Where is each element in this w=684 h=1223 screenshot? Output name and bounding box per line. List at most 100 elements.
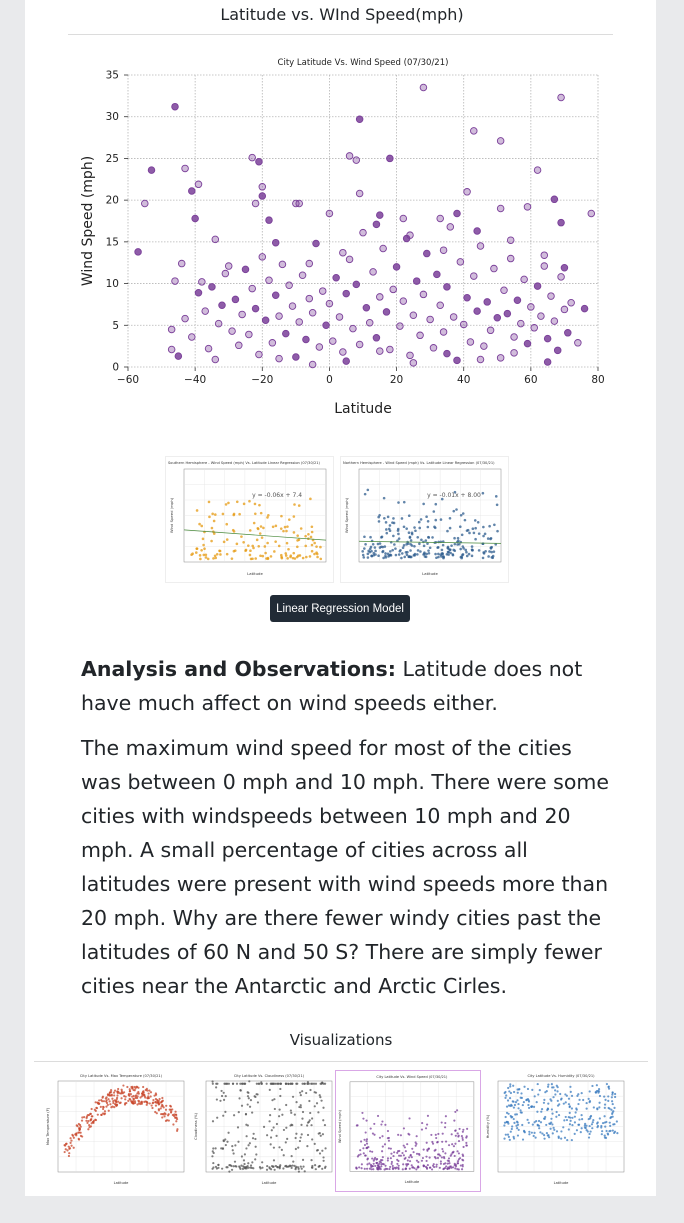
data-point [382,308,391,316]
thumb-point [549,1122,552,1125]
thumb-point [249,1164,253,1167]
data-point [201,307,209,315]
thumb-point [408,1156,411,1159]
thumb-point [123,1091,126,1094]
thumb-point [505,1094,508,1097]
thumb-point [292,531,296,534]
thumb-point [262,1125,266,1128]
thumb-point [598,1117,601,1120]
thumb-point [116,1090,119,1093]
thumb-point [370,549,373,553]
thumb-point [124,1098,127,1101]
humidity-thumbnail[interactable]: City Latitude Vs. Humidity (07/30/21) Lat… [484,1070,630,1192]
data-point [463,294,471,302]
thumb-point [539,1131,542,1134]
thumb-point [284,1082,288,1085]
thumb-point [289,1082,293,1085]
thumb-point [271,1165,275,1168]
thumb-point [559,1098,563,1101]
thumb-point [383,516,386,520]
thumb-point [304,534,307,538]
thumb-point [605,1082,609,1086]
thumb-point [474,526,477,530]
thumb-point [282,1128,286,1132]
thumb-point [175,1113,178,1117]
thumb-point [512,1117,515,1121]
thumb-point [266,1134,269,1137]
thumb-point [300,1123,303,1126]
thumb-point [280,1148,283,1151]
thumb-point [444,1152,447,1155]
thumb-point [164,1119,168,1122]
thumb-point [516,1127,519,1130]
thumb-point [535,1101,538,1104]
data-point [486,326,495,335]
thumb-point [286,525,289,528]
thumb-point [198,554,202,557]
linear-regression-model-button[interactable]: Linear Regression Model [270,595,410,622]
thumb-point [536,1123,539,1126]
thumb-point [200,548,203,552]
thumb-point [159,1107,162,1110]
thumb-title: City Latitude Vs. Max Temperature (07/30… [80,1074,163,1078]
thumb-point [278,1165,281,1168]
thumb-point [508,1097,512,1100]
thumb-point [243,1166,247,1170]
northern-hemisphere-regression-chart[interactable]: Northern Hemisphere - Wind Speed (mph) V… [340,456,509,583]
thumb-point [596,1107,599,1110]
thumb-point [282,1154,285,1157]
thumb-point [433,1155,437,1159]
thumb-point [614,1092,617,1096]
thumb-point [504,1115,507,1119]
thumb-point [607,1106,610,1110]
southern-hemisphere-regression-chart[interactable]: Southern Hemisphere - Wind Speed (mph) V… [165,456,334,583]
thumb-point [567,1097,571,1100]
thumb-point [88,1124,91,1127]
thumb-point [227,1082,231,1085]
thumb-point [441,1132,444,1135]
thumb-point [293,1113,296,1116]
thumb-point [362,556,366,559]
thumb-point [440,1156,443,1159]
thumb-point [286,1137,289,1140]
thumb-point [235,1082,239,1085]
cloudiness-thumbnail[interactable]: City Latitude Vs. Cloudiness (07/30/21) L… [192,1070,338,1192]
thumb-point [309,535,313,539]
thumb-point [311,1138,314,1141]
thumb-point [234,1144,237,1147]
thumb-point [571,1116,574,1119]
thumb-x-label: Latitude [262,1181,278,1185]
thumb-point [432,1163,435,1166]
x-axis-label: Latitude [334,401,392,417]
thumb-point [394,547,397,550]
thumb-point [175,1120,178,1123]
thumb-point [454,1110,457,1113]
thumb-point [597,1088,601,1091]
thumb-point [221,1147,224,1150]
thumb-point [266,516,269,519]
thumb-point [516,1134,520,1137]
data-point [325,299,334,308]
thumb-point [381,545,385,549]
thumb-point [426,1148,429,1151]
thumb-point [437,540,440,544]
thumb-point [510,1116,513,1119]
thumb-point [301,1158,305,1161]
data-point [258,253,267,261]
thumb-point [120,1088,123,1091]
thumb-point [225,522,229,526]
thumb-point [527,1106,531,1110]
thumb-point [385,528,388,531]
thumb-point [404,1156,407,1160]
data-point [345,152,354,160]
data-point [282,329,290,338]
data-point [214,319,223,328]
max-temperature-thumbnail[interactable]: City Latitude Vs. Max Temperature (07/30… [44,1070,190,1192]
wind-speed-thumbnail[interactable]: City Latitude Vs. Wind Speed (07/30/21) L… [335,1070,481,1192]
data-point [365,319,374,327]
thumb-point [322,1159,325,1162]
thumb-point [243,1082,246,1085]
thumb-point [410,532,414,536]
thumb-point [245,1135,248,1138]
thumb-point [390,1152,393,1155]
